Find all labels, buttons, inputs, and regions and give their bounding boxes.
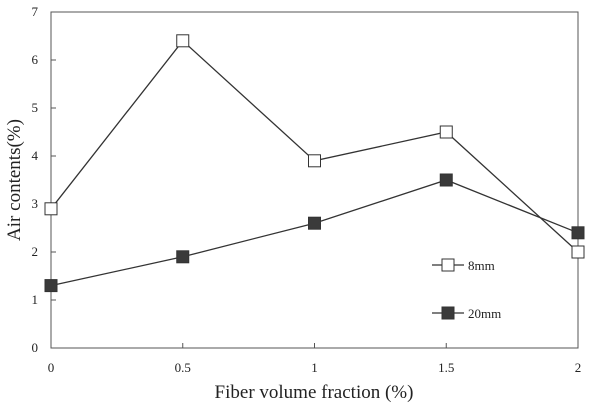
legend-marker-8mm	[441, 258, 455, 272]
series-layer	[44, 34, 585, 293]
legend-marker-20mm	[441, 306, 455, 320]
data-point-8mm	[571, 245, 585, 259]
legend-label-20mm: 20mm	[468, 306, 501, 321]
y-tick-label: 6	[32, 52, 39, 67]
x-axis-ticks: 0 0.5 1 1.5 2	[48, 343, 582, 375]
y-tick-label: 7	[32, 4, 39, 19]
y-tick-label: 5	[32, 100, 39, 115]
data-point-20mm	[439, 173, 453, 187]
legend: 8mm 20mm	[432, 258, 501, 321]
data-point-20mm	[44, 279, 58, 293]
y-tick-label: 0	[32, 340, 39, 355]
x-axis-title: Fiber volume fraction (%)	[215, 382, 414, 403]
y-axis-title: Air contents(%)	[4, 119, 25, 241]
data-point-8mm	[44, 202, 58, 216]
data-point-8mm	[308, 154, 321, 168]
data-point-8mm	[176, 34, 190, 48]
series-line-20mm	[50, 179, 579, 287]
data-point-20mm	[571, 226, 585, 240]
x-tick-label: 2	[575, 360, 582, 375]
x-tick-label: 1	[311, 360, 318, 375]
x-tick-label: 0	[48, 360, 55, 375]
y-axis-ticks: 0 1 2 3 4 5 6 7	[32, 4, 56, 355]
data-point-20mm	[176, 250, 190, 264]
y-tick-label: 4	[32, 148, 39, 163]
x-tick-label: 0.5	[175, 360, 191, 375]
data-point-20mm	[308, 216, 321, 230]
y-tick-label: 2	[32, 244, 39, 259]
x-tick-label: 1.5	[438, 360, 454, 375]
y-tick-label: 3	[32, 196, 39, 211]
data-point-8mm	[439, 125, 453, 139]
legend-label-8mm: 8mm	[468, 258, 495, 273]
y-tick-label: 1	[32, 292, 39, 307]
